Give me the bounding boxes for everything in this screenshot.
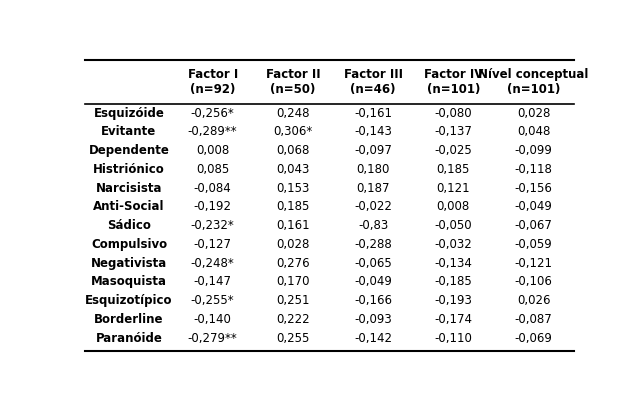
Text: -0,255*: -0,255*	[191, 294, 235, 307]
Text: 0,048: 0,048	[517, 126, 550, 138]
Text: -0,084: -0,084	[194, 182, 231, 194]
Text: -0,022: -0,022	[354, 200, 392, 213]
Text: Esquizotípico: Esquizotípico	[86, 294, 173, 307]
Text: Paranóide: Paranóide	[96, 332, 163, 345]
Text: Narcisista: Narcisista	[96, 182, 162, 194]
Text: -0,288: -0,288	[354, 238, 392, 251]
Text: 0,085: 0,085	[196, 163, 230, 176]
Text: -0,256*: -0,256*	[191, 107, 235, 119]
Text: -0,143: -0,143	[354, 126, 392, 138]
Text: 0,255: 0,255	[276, 332, 309, 345]
Text: 0,185: 0,185	[437, 163, 470, 176]
Text: Factor I
(n=92): Factor I (n=92)	[188, 68, 238, 96]
Text: -0,093: -0,093	[354, 313, 392, 326]
Text: -0,185: -0,185	[435, 275, 472, 288]
Text: -0,118: -0,118	[514, 163, 552, 176]
Text: 0,248: 0,248	[276, 107, 310, 119]
Text: -0,137: -0,137	[435, 126, 473, 138]
Text: -0,049: -0,049	[514, 200, 552, 213]
Text: -0,83: -0,83	[358, 219, 388, 232]
Text: 0,026: 0,026	[517, 294, 550, 307]
Text: 0,153: 0,153	[276, 182, 309, 194]
Text: 0,180: 0,180	[356, 163, 390, 176]
Text: 0,008: 0,008	[437, 200, 470, 213]
Text: Factor IV
(n=101): Factor IV (n=101)	[424, 68, 483, 96]
Text: Compulsivo: Compulsivo	[91, 238, 167, 251]
Text: -0,161: -0,161	[354, 107, 392, 119]
Text: 0,068: 0,068	[276, 144, 309, 157]
Text: -0,289**: -0,289**	[188, 126, 237, 138]
Text: -0,099: -0,099	[514, 144, 552, 157]
Text: -0,174: -0,174	[435, 313, 473, 326]
Text: 0,028: 0,028	[517, 107, 550, 119]
Text: -0,147: -0,147	[194, 275, 231, 288]
Text: 0,121: 0,121	[437, 182, 470, 194]
Text: Esquizóide: Esquizóide	[93, 107, 165, 119]
Text: -0,097: -0,097	[354, 144, 392, 157]
Text: -0,032: -0,032	[435, 238, 472, 251]
Text: 0,187: 0,187	[356, 182, 390, 194]
Text: 0,185: 0,185	[276, 200, 309, 213]
Text: 0,306*: 0,306*	[273, 126, 312, 138]
Text: 0,170: 0,170	[276, 275, 310, 288]
Text: -0,156: -0,156	[514, 182, 552, 194]
Text: -0,232*: -0,232*	[191, 219, 235, 232]
Text: -0,025: -0,025	[435, 144, 472, 157]
Text: -0,192: -0,192	[194, 200, 231, 213]
Text: 0,222: 0,222	[276, 313, 310, 326]
Text: Evitante: Evitante	[102, 126, 157, 138]
Text: Factor II
(n=50): Factor II (n=50)	[266, 68, 320, 96]
Text: -0,248*: -0,248*	[191, 257, 235, 270]
Text: -0,069: -0,069	[514, 332, 552, 345]
Text: -0,110: -0,110	[435, 332, 473, 345]
Text: -0,193: -0,193	[435, 294, 473, 307]
Text: Dependente: Dependente	[89, 144, 169, 157]
Text: Histriónico: Histriónico	[93, 163, 165, 176]
Text: -0,142: -0,142	[354, 332, 392, 345]
Text: Factor III
(n=46): Factor III (n=46)	[343, 68, 403, 96]
Text: 0,043: 0,043	[276, 163, 309, 176]
Text: -0,140: -0,140	[194, 313, 231, 326]
Text: Negativista: Negativista	[91, 257, 167, 270]
Text: Borderline: Borderline	[95, 313, 164, 326]
Text: -0,080: -0,080	[435, 107, 472, 119]
Text: -0,279**: -0,279**	[188, 332, 237, 345]
Text: -0,134: -0,134	[435, 257, 473, 270]
Text: -0,067: -0,067	[514, 219, 552, 232]
Text: -0,050: -0,050	[435, 219, 472, 232]
Text: 0,161: 0,161	[276, 219, 310, 232]
Text: Sádico: Sádico	[107, 219, 151, 232]
Text: 0,008: 0,008	[196, 144, 230, 157]
Text: -0,087: -0,087	[515, 313, 552, 326]
Text: Nível conceptual
(n=101): Nível conceptual (n=101)	[478, 68, 589, 96]
Text: -0,166: -0,166	[354, 294, 392, 307]
Text: 0,276: 0,276	[276, 257, 310, 270]
Text: Anti-Social: Anti-Social	[93, 200, 165, 213]
Text: -0,127: -0,127	[194, 238, 231, 251]
Text: -0,106: -0,106	[514, 275, 552, 288]
Text: Masoquista: Masoquista	[91, 275, 167, 288]
Text: -0,049: -0,049	[354, 275, 392, 288]
Text: -0,065: -0,065	[354, 257, 392, 270]
Text: 0,028: 0,028	[276, 238, 309, 251]
Text: 0,251: 0,251	[276, 294, 310, 307]
Text: -0,059: -0,059	[515, 238, 552, 251]
Text: -0,121: -0,121	[514, 257, 552, 270]
